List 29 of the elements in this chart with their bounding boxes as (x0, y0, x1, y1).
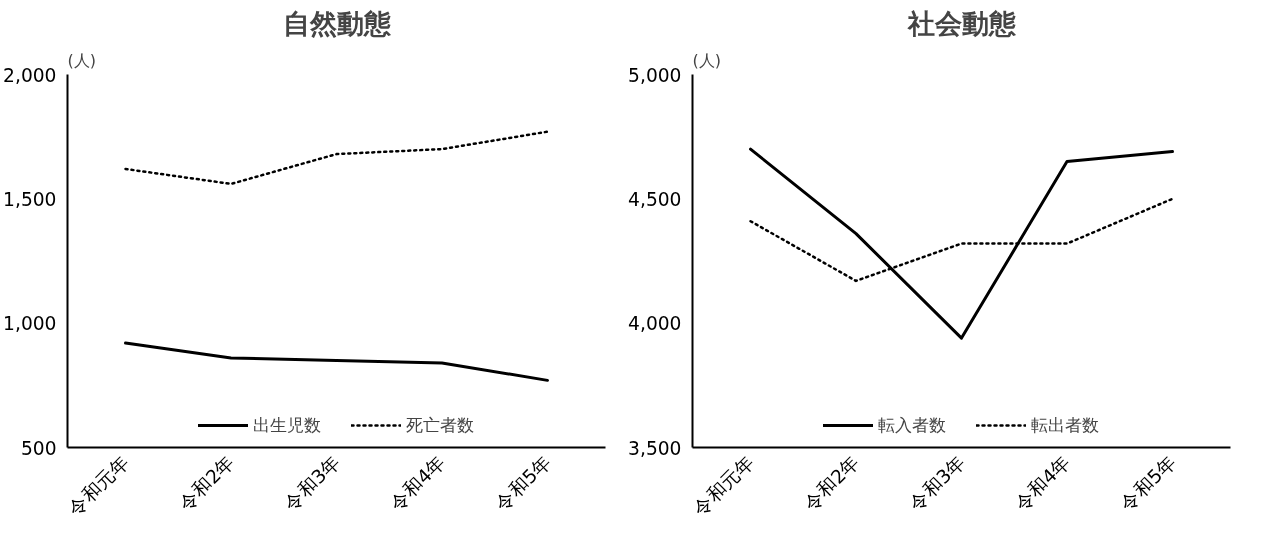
x-tick-label: 令和元年 (689, 451, 758, 520)
x-tick-label: 令和元年 (64, 451, 133, 520)
x-tick-label: 令和4年 (385, 451, 450, 515)
x-tick-label: 令和5年 (491, 451, 555, 515)
y-tick-label: 1,500 (3, 188, 57, 210)
y-tick-label: 3,500 (628, 437, 682, 459)
chart-title: 社会動態 (906, 7, 1017, 39)
y-axis-title: (人) (692, 50, 721, 70)
x-tick-label: 令和3年 (905, 451, 969, 515)
legend-label: 転入者数 (878, 414, 946, 437)
chart-title: 自然動態 (282, 7, 392, 39)
y-tick-label: 1,000 (3, 313, 57, 335)
line-series (749, 147, 1174, 340)
x-tick-label: 令和3年 (280, 451, 344, 515)
x-tick-label: 令和2年 (174, 451, 239, 515)
legend-label: 死亡者数 (406, 414, 474, 437)
line-series (124, 341, 549, 382)
y-tick-label: 4,000 (628, 313, 682, 335)
y-tick-label: 500 (20, 437, 57, 459)
y-tick-label: 2,000 (3, 64, 57, 86)
x-tick-label: 令和4年 (1010, 451, 1075, 515)
line-series (124, 130, 549, 186)
x-tick-label: 令和5年 (1116, 451, 1180, 515)
y-tick-label: 4,500 (628, 188, 682, 210)
y-axis-title: (人) (67, 50, 96, 70)
legend-label: 出生児数 (253, 414, 321, 437)
y-tick-label: 5,000 (628, 64, 682, 86)
legend-label: 転出者数 (1031, 414, 1099, 437)
x-tick-label: 令和2年 (799, 451, 864, 515)
